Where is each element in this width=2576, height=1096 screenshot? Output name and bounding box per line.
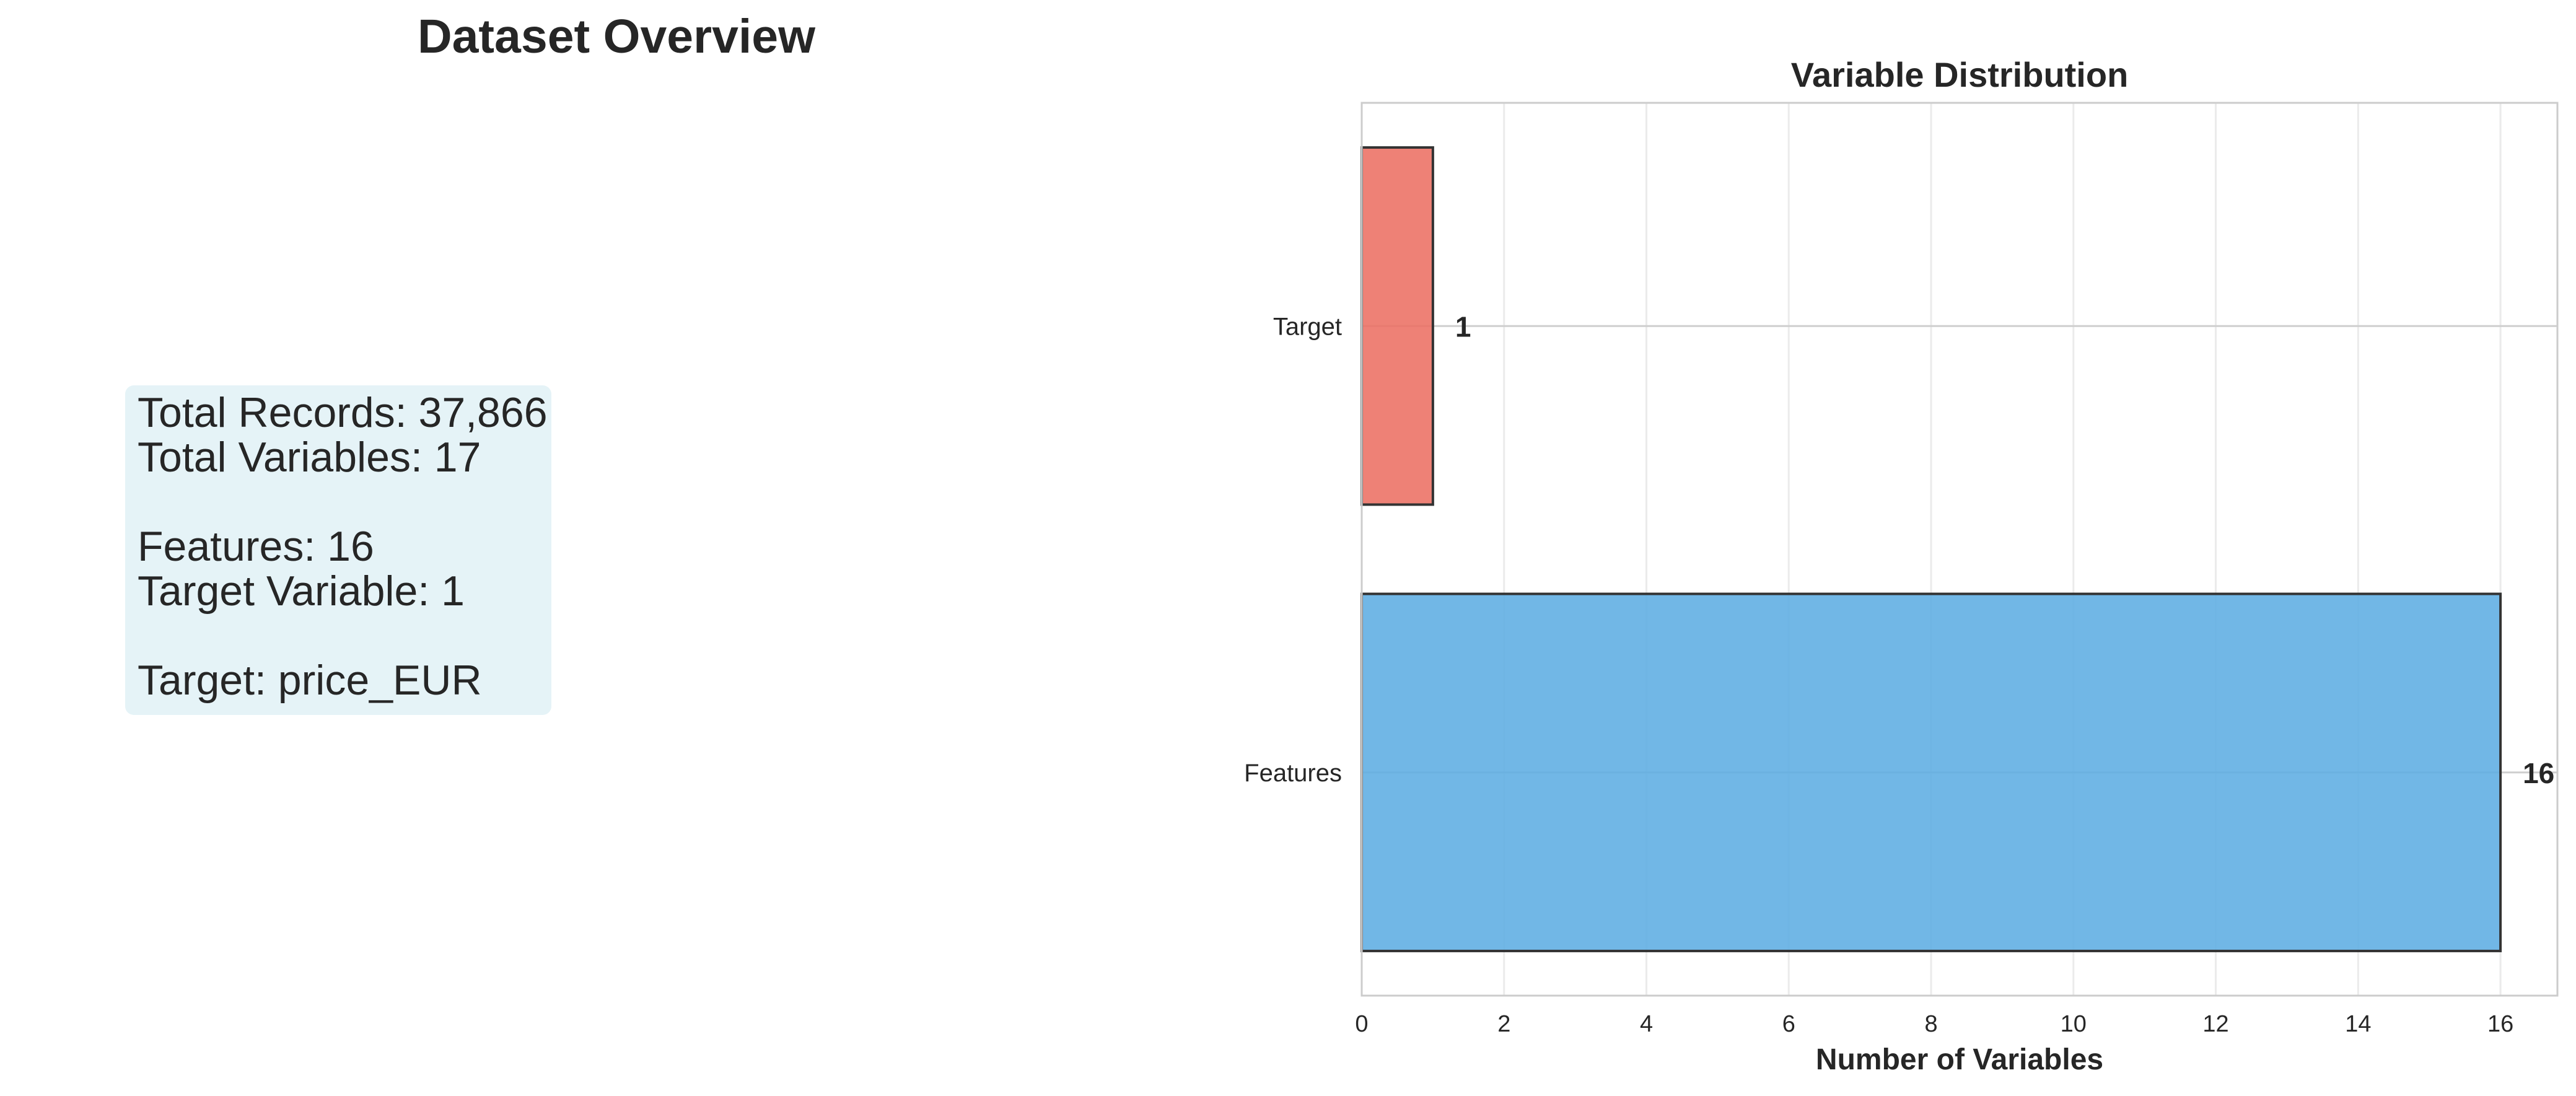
y-tick-label: Target xyxy=(1273,313,1342,340)
x-tick-label: 6 xyxy=(1782,1011,1795,1037)
x-tick-label: 14 xyxy=(2345,1011,2371,1037)
plot-frame xyxy=(1360,102,2559,997)
x-axis-label: Number of Variables xyxy=(1816,1043,2103,1076)
x-tick-label: 8 xyxy=(1924,1011,1937,1037)
bar-value-label: 1 xyxy=(1455,310,1471,343)
summary-features: Features: 16 xyxy=(138,523,374,570)
label-layer: 0 2 4 6 8 10 12 14 16 Features 16 Target 1 xyxy=(1244,310,2554,1037)
chart-title: Variable Distribution xyxy=(1791,55,2129,94)
summary-target-variable: Target Variable: 1 xyxy=(138,568,465,615)
x-tick-label: 12 xyxy=(2202,1011,2228,1037)
bar-layer xyxy=(1360,146,2502,952)
x-tick-label: 4 xyxy=(1640,1011,1653,1037)
bar-value-label: 16 xyxy=(2523,757,2554,789)
summary-total-records: Total Records: 37,866 xyxy=(138,389,548,436)
bar-features xyxy=(1360,592,2502,952)
y-tick-label: Features xyxy=(1244,760,1342,787)
x-tick-label: 0 xyxy=(1355,1011,1368,1037)
summary-box xyxy=(125,385,551,715)
x-tick-label: 16 xyxy=(2487,1011,2513,1037)
overview-title: Dataset Overview xyxy=(417,10,816,63)
summary-total-variables: Total Variables: 17 xyxy=(138,434,481,481)
summary-target-name: Target: price_EUR xyxy=(138,657,482,704)
x-tick-label: 2 xyxy=(1497,1011,1510,1037)
bar-target xyxy=(1360,146,1434,506)
x-tick-label: 10 xyxy=(2061,1011,2087,1037)
